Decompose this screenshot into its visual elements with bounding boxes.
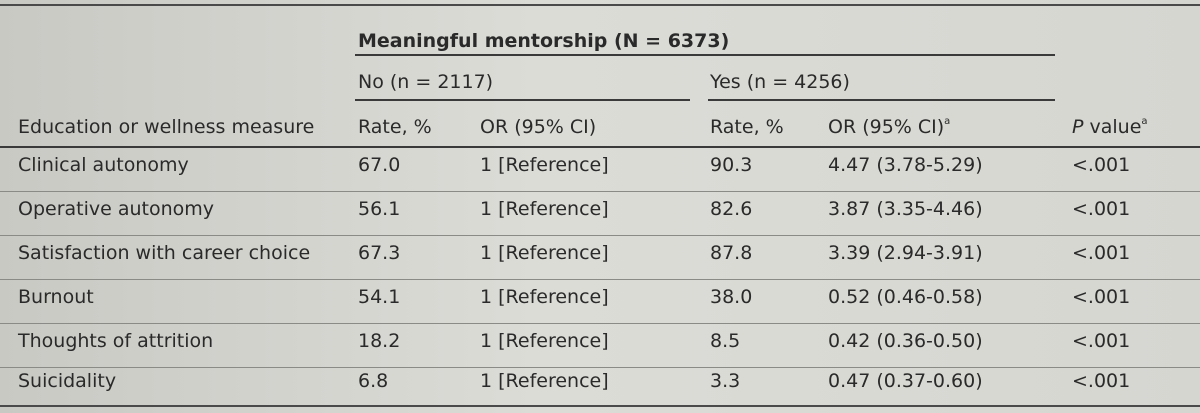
p-value-italic: P <box>1072 116 1084 138</box>
cell-p-value: <.001 <box>1072 330 1131 352</box>
table-row: Thoughts of attrition 18.2 1 [Reference]… <box>0 324 1200 368</box>
cell-no-rate: 54.1 <box>358 286 401 308</box>
subgroup-header-no: No (n = 2117) <box>358 71 494 93</box>
cell-no-or: 1 [Reference] <box>480 154 609 176</box>
cell-measure: Satisfaction with career choice <box>18 242 311 264</box>
subgroup-rule-yes <box>708 99 1055 101</box>
p-value-footnote-mark: a <box>1141 115 1148 127</box>
cell-yes-or: 3.39 (2.94-3.91) <box>828 242 983 264</box>
cell-measure: Suicidality <box>18 370 117 392</box>
cell-no-rate: 6.8 <box>358 370 389 392</box>
cell-no-rate: 67.0 <box>358 154 401 176</box>
cell-yes-or: 0.52 (0.46-0.58) <box>828 286 983 308</box>
table-row: Suicidality 6.8 1 [Reference] 3.3 0.47 (… <box>0 364 1200 408</box>
cell-yes-rate: 38.0 <box>710 286 753 308</box>
table-row: Clinical autonomy 67.0 1 [Reference] 90.… <box>0 148 1200 192</box>
cell-p-value: <.001 <box>1072 286 1131 308</box>
cell-measure: Thoughts of attrition <box>18 330 214 352</box>
cell-yes-rate: 82.6 <box>710 198 753 220</box>
column-header-yes-or: OR (95% CI)a <box>828 116 950 138</box>
column-header-no-or: OR (95% CI) <box>480 116 597 138</box>
yes-or-footnote-mark: a <box>944 115 951 127</box>
cell-no-rate: 67.3 <box>358 242 401 264</box>
cell-yes-rate: 87.8 <box>710 242 753 264</box>
yes-or-label: OR (95% CI) <box>828 116 945 138</box>
column-header-p-value: P valuea <box>1072 116 1148 138</box>
cell-measure: Operative autonomy <box>18 198 215 220</box>
row-divider <box>0 279 1200 280</box>
column-header-no-rate: Rate, % <box>358 116 432 138</box>
table-row: Satisfaction with career choice 67.3 1 [… <box>0 236 1200 280</box>
cell-p-value: <.001 <box>1072 198 1131 220</box>
cell-no-or: 1 [Reference] <box>480 330 609 352</box>
row-divider <box>0 191 1200 192</box>
row-divider <box>0 235 1200 236</box>
row-divider <box>0 367 1200 368</box>
cell-measure: Burnout <box>18 286 94 308</box>
cell-yes-or: 3.87 (3.35-4.46) <box>828 198 983 220</box>
cell-p-value: <.001 <box>1072 370 1131 392</box>
cell-no-rate: 18.2 <box>358 330 401 352</box>
table-bottom-rule <box>0 405 1200 407</box>
cell-yes-rate: 3.3 <box>710 370 741 392</box>
subgroup-rule-no <box>355 99 690 101</box>
cell-no-rate: 56.1 <box>358 198 401 220</box>
group-header-rule <box>355 54 1055 56</box>
row-divider <box>0 323 1200 324</box>
table-row: Burnout 54.1 1 [Reference] 38.0 0.52 (0.… <box>0 280 1200 324</box>
table-row: Operative autonomy 56.1 1 [Reference] 82… <box>0 192 1200 236</box>
column-header-measure: Education or wellness measure <box>18 116 315 138</box>
cell-no-or: 1 [Reference] <box>480 370 609 392</box>
header-rule <box>0 146 1200 148</box>
cell-yes-rate: 90.3 <box>710 154 753 176</box>
cell-no-or: 1 [Reference] <box>480 242 609 264</box>
cell-no-or: 1 [Reference] <box>480 286 609 308</box>
subgroup-header-yes: Yes (n = 4256) <box>710 71 850 93</box>
p-value-label: value <box>1083 116 1142 138</box>
cell-yes-rate: 8.5 <box>710 330 741 352</box>
cell-yes-or: 0.47 (0.37-0.60) <box>828 370 983 392</box>
group-header-mentorship: Meaningful mentorship (N = 6373) <box>358 30 730 52</box>
cell-p-value: <.001 <box>1072 242 1131 264</box>
cell-measure: Clinical autonomy <box>18 154 189 176</box>
cell-no-or: 1 [Reference] <box>480 198 609 220</box>
cell-yes-or: 4.47 (3.78-5.29) <box>828 154 983 176</box>
column-header-yes-rate: Rate, % <box>710 116 784 138</box>
cell-p-value: <.001 <box>1072 154 1131 176</box>
cell-yes-or: 0.42 (0.36-0.50) <box>828 330 983 352</box>
table-top-rule <box>0 4 1200 6</box>
